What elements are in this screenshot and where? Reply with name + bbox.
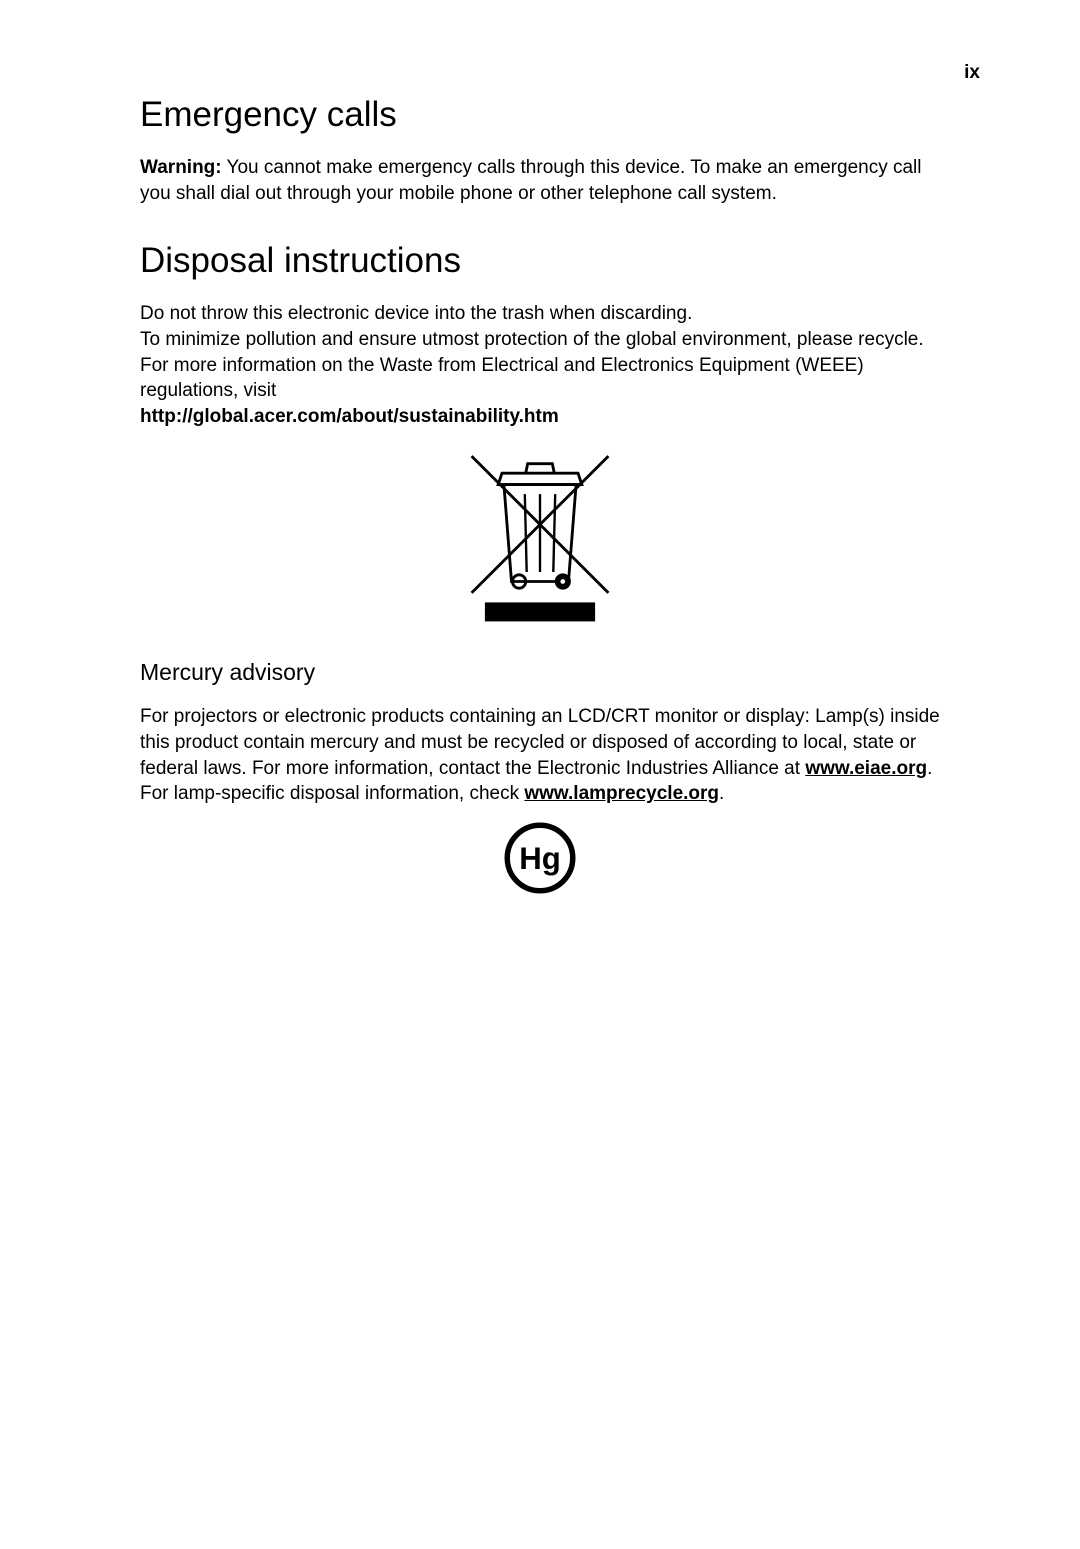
disposal-line1: Do not throw this electronic device into…: [140, 303, 692, 324]
disposal-heading: Disposal instructions: [140, 241, 940, 281]
disposal-url: http://global.acer.com/about/sustainabil…: [140, 406, 559, 427]
weee-icon-container: [140, 439, 940, 634]
emergency-body: Warning: You cannot make emergency calls…: [140, 155, 940, 206]
mercury-heading: Mercury advisory: [140, 659, 940, 686]
emergency-heading: Emergency calls: [140, 95, 940, 135]
mercury-end: .: [719, 783, 724, 804]
hg-label: Hg: [519, 841, 561, 876]
weee-crossed-bin-icon: [445, 439, 635, 629]
page-number: ix: [964, 62, 980, 84]
disposal-body: Do not throw this electronic device into…: [140, 301, 940, 429]
mercury-link1[interactable]: www.eiae.org: [805, 758, 927, 779]
hg-icon-container: Hg: [140, 819, 940, 902]
warning-text: You cannot make emergency calls through …: [140, 157, 922, 204]
mercury-body: For projectors or electronic products co…: [140, 704, 940, 807]
warning-label: Warning:: [140, 157, 222, 178]
hg-mercury-icon: Hg: [501, 819, 579, 897]
mercury-link2[interactable]: www.lamprecycle.org: [524, 783, 719, 804]
page-content: Emergency calls Warning: You cannot make…: [0, 0, 1080, 962]
disposal-line2: To minimize pollution and ensure utmost …: [140, 329, 924, 401]
